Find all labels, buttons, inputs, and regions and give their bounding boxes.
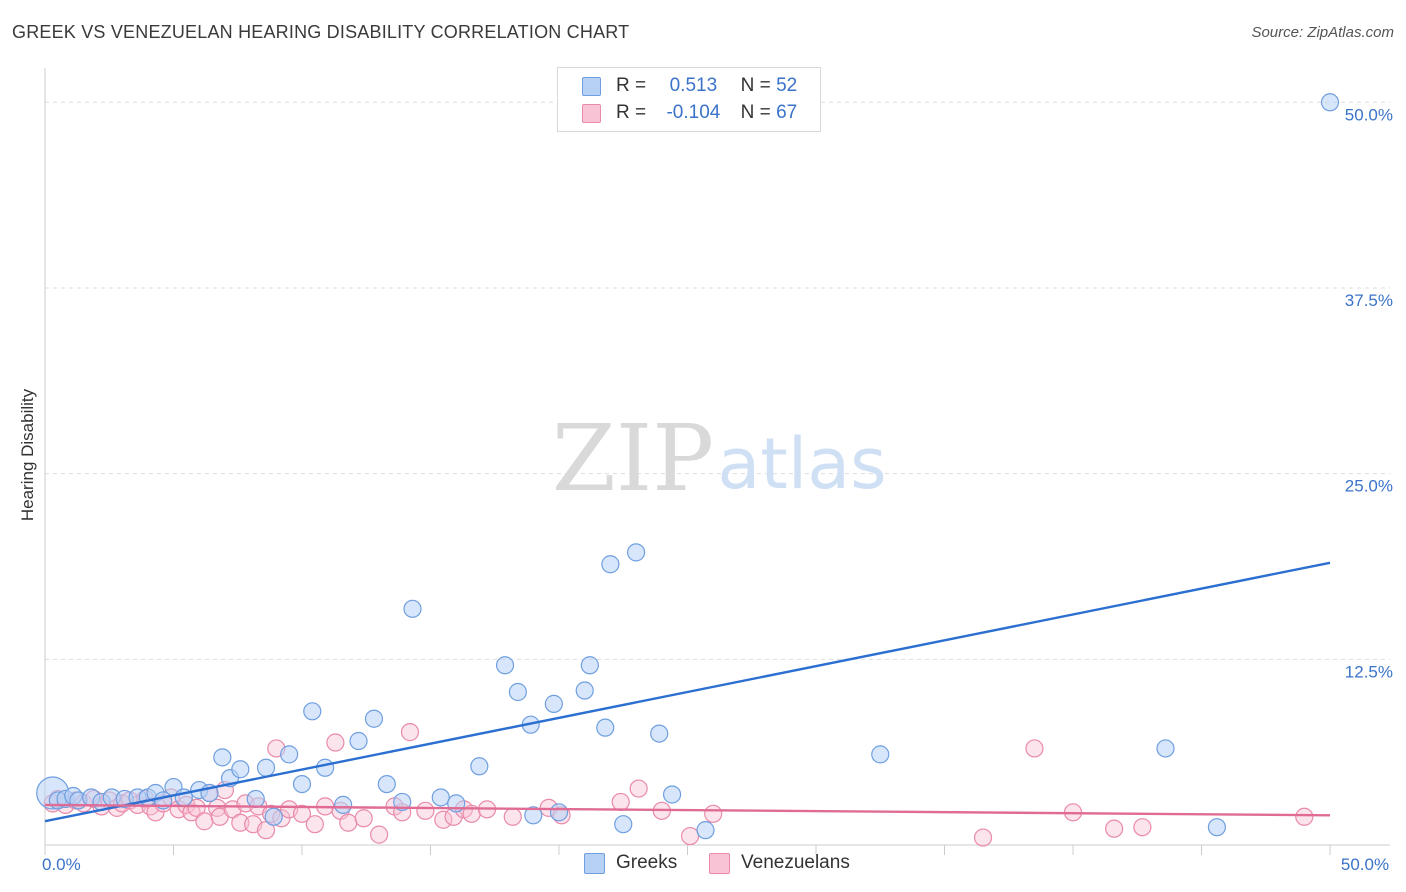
- venezuelans-point: [370, 825, 389, 844]
- greeks-n-label: N =: [740, 75, 771, 96]
- x-tick-label: 0.0%: [42, 855, 81, 874]
- greeks-point: [213, 748, 232, 767]
- venezuelans-legend-label: Venezuelans: [741, 852, 850, 873]
- x-tick-label: 50.0%: [1341, 855, 1389, 874]
- greeks-r-value: 0.513: [669, 75, 718, 96]
- greeks-point: [292, 774, 312, 794]
- venezuelans-r-value: -0.104: [666, 102, 721, 123]
- greeks-point: [508, 682, 527, 702]
- greeks-trend-line: [44, 561, 1331, 823]
- greeks-point: [495, 656, 515, 675]
- y-tick-label: 12.5%: [1345, 662, 1393, 681]
- greeks-point: [377, 774, 396, 794]
- greeks-point: [580, 656, 599, 675]
- venezuelans-point: [305, 815, 324, 834]
- y-tick-label: 25.0%: [1345, 477, 1393, 496]
- watermark-zip: ZIP: [552, 405, 714, 512]
- venezuelans-point: [354, 809, 373, 828]
- greeks-point: [264, 807, 283, 826]
- venezuelans-n-label: N =: [740, 102, 771, 123]
- venezuelans-point: [339, 813, 358, 832]
- venezuelans-point: [680, 826, 700, 846]
- venezuelans-point: [434, 810, 453, 829]
- correlation-legend: R = 0.513 N = 52 R = -0.104 N = 67: [557, 67, 821, 132]
- greeks-point: [1156, 739, 1175, 758]
- venezuelans-legend-swatch: [709, 853, 730, 874]
- venezuelans-n-value: 67: [776, 102, 798, 123]
- venezuelans-point: [973, 828, 993, 847]
- y-tick-label: 50.0%: [1345, 105, 1393, 124]
- greeks-point: [246, 789, 265, 809]
- greeks-point: [524, 806, 543, 825]
- venezuelans-point: [1133, 818, 1152, 837]
- greeks-legend-label: Greeks: [616, 852, 678, 873]
- tick-labels: 12.5% 25.0% 37.5% 50.0% 0.0% 50.0%: [42, 105, 1393, 874]
- greeks-point: [403, 599, 422, 618]
- trend-lines: [44, 561, 1331, 823]
- chart-title: GREEK VS VENEZUELAN HEARING DISABILITY C…: [12, 22, 630, 42]
- greeks-point: [431, 788, 450, 807]
- venezuelans-point: [1025, 739, 1044, 758]
- greeks-point: [626, 543, 646, 562]
- venezuelans-swatch: [582, 104, 601, 123]
- greeks-r-label: R =: [616, 75, 647, 96]
- venezuelans-r-label: R =: [616, 102, 647, 123]
- grid-lines: [45, 101, 1390, 660]
- greeks-point: [696, 821, 715, 840]
- y-tick-label: 37.5%: [1345, 291, 1393, 310]
- greeks-point: [575, 681, 594, 700]
- venezuelans-point: [326, 733, 345, 752]
- greeks-point: [280, 745, 299, 764]
- venezuelans-point: [503, 807, 522, 826]
- greeks-point: [544, 694, 563, 713]
- venezuelans-point: [256, 821, 276, 840]
- greeks-point: [871, 745, 890, 764]
- venezuelans-trend-line: [44, 803, 1331, 817]
- venezuelans-point: [292, 804, 312, 823]
- greeks-point: [349, 731, 368, 751]
- venezuelans-point: [611, 792, 630, 812]
- venezuelans-point: [1105, 819, 1124, 838]
- venezuelans-point: [704, 804, 723, 823]
- greeks-point: [662, 785, 682, 804]
- greeks-point: [1207, 818, 1227, 837]
- axes: [44, 68, 1390, 855]
- greeks-point: [256, 758, 276, 777]
- source-credit: Source: ZipAtlas.com: [1251, 24, 1394, 41]
- venezuelans-points: [43, 723, 1314, 847]
- greeks-n-value: 52: [776, 75, 798, 96]
- greeks-point: [470, 757, 489, 776]
- greeks-point: [334, 795, 353, 814]
- greeks-swatch: [582, 77, 601, 96]
- venezuelans-point: [416, 801, 435, 820]
- greeks-legend-swatch: [584, 853, 605, 874]
- venezuelans-point: [1295, 807, 1314, 826]
- greeks-point: [596, 718, 615, 737]
- greeks-point: [549, 803, 569, 822]
- greeks-point: [364, 709, 384, 728]
- watermark-atlas: atlas: [717, 423, 886, 505]
- greeks-point: [231, 760, 250, 779]
- greeks-point: [316, 758, 335, 777]
- venezuelans-point: [195, 812, 214, 831]
- venezuelans-point: [400, 723, 420, 742]
- greeks-point: [1320, 93, 1340, 112]
- venezuelans-point: [629, 779, 648, 798]
- greeks-point: [601, 555, 620, 574]
- greeks-point: [303, 702, 322, 721]
- watermark: ZIP atlas: [552, 405, 887, 512]
- greeks-point: [650, 724, 669, 743]
- venezuelans-point: [187, 798, 206, 817]
- greeks-point: [393, 792, 412, 812]
- greeks-point: [614, 815, 633, 834]
